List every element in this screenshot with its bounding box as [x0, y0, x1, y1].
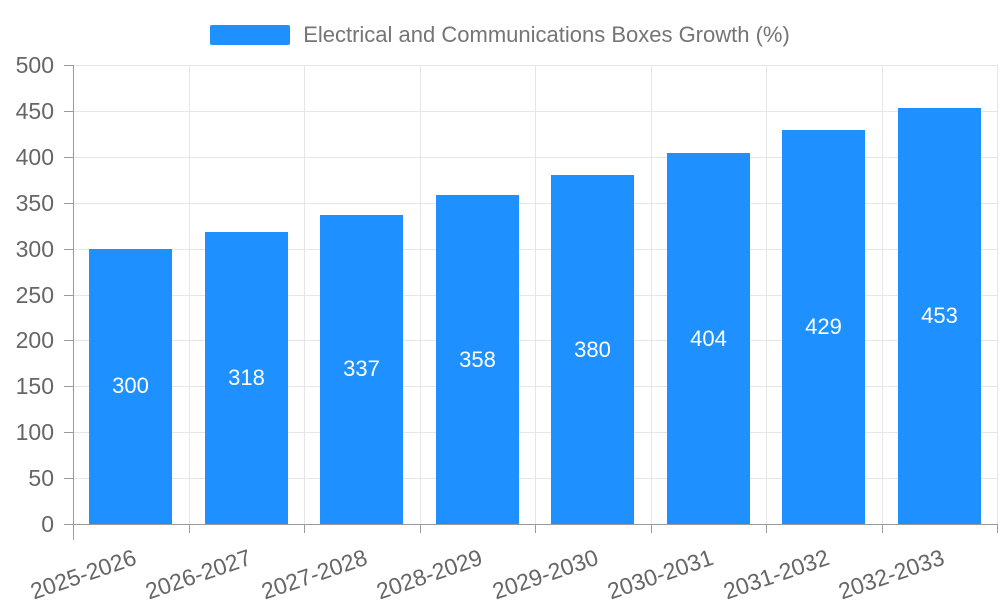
y-axis-label: 450 — [15, 98, 54, 124]
gridline-vertical — [651, 65, 652, 524]
y-tick — [64, 340, 73, 341]
y-axis-label: 50 — [28, 465, 54, 491]
y-tick — [64, 157, 73, 158]
legend-swatch — [210, 25, 291, 45]
y-axis-label: 150 — [15, 373, 54, 399]
bar[interactable] — [782, 130, 865, 524]
bar[interactable] — [205, 232, 288, 524]
bar[interactable] — [898, 108, 981, 524]
x-tick — [766, 524, 767, 533]
gridline-vertical — [766, 65, 767, 524]
legend[interactable]: Electrical and Communications Boxes Grow… — [0, 22, 1000, 48]
x-axis-label: 2029-2030 — [488, 544, 602, 604]
y-axis-label: 250 — [15, 282, 54, 308]
x-axis-label: 2027-2028 — [257, 544, 371, 604]
bar-value-label: 429 — [805, 314, 842, 339]
y-tick — [64, 478, 73, 479]
y-axis-label: 200 — [15, 327, 54, 353]
x-axis-label: 2032-2033 — [834, 544, 948, 604]
y-tick — [64, 249, 73, 250]
gridline-vertical — [420, 65, 421, 524]
y-tick — [64, 203, 73, 204]
bar-value-label: 337 — [343, 356, 380, 381]
x-axis-label: 2031-2032 — [719, 544, 833, 604]
y-tick — [64, 524, 73, 525]
bar[interactable] — [320, 215, 403, 524]
x-tick — [73, 524, 74, 533]
bar-value-label: 300 — [112, 373, 149, 398]
x-axis-label: 2026-2027 — [141, 544, 255, 604]
y-tick — [64, 432, 73, 433]
bar[interactable] — [89, 249, 172, 524]
bar-value-label: 404 — [690, 326, 727, 351]
x-axis-label: 2028-2029 — [372, 544, 486, 604]
bar[interactable] — [667, 153, 750, 524]
gridline-vertical — [535, 65, 536, 524]
x-tick — [651, 524, 652, 533]
y-tick — [64, 111, 73, 112]
x-tick — [189, 524, 190, 533]
bar-value-label: 358 — [459, 347, 496, 372]
bar-value-label: 318 — [228, 365, 265, 390]
x-tick — [882, 524, 883, 533]
legend-label: Electrical and Communications Boxes Grow… — [303, 22, 790, 47]
x-tick — [420, 524, 421, 533]
bar[interactable] — [551, 175, 634, 524]
y-tick — [64, 386, 73, 387]
bar-value-label: 380 — [574, 337, 611, 362]
y-axis-line — [73, 65, 74, 540]
y-axis-label: 400 — [15, 144, 54, 170]
y-axis-label: 350 — [15, 190, 54, 216]
gridline-vertical — [882, 65, 883, 524]
bar[interactable] — [436, 195, 519, 524]
x-axis-label: 2025-2026 — [26, 544, 140, 604]
gridline-vertical — [304, 65, 305, 524]
bar-value-label: 453 — [921, 303, 958, 328]
y-axis-label: 500 — [15, 52, 54, 78]
y-axis-label: 100 — [15, 419, 54, 445]
y-axis-label: 300 — [15, 236, 54, 262]
y-axis-label: 0 — [41, 511, 54, 537]
x-axis-label: 2030-2031 — [603, 544, 717, 604]
x-tick — [997, 524, 998, 533]
gridline-vertical — [997, 65, 998, 524]
x-tick — [535, 524, 536, 533]
y-tick — [64, 65, 73, 66]
gridline-vertical — [189, 65, 190, 524]
x-tick — [304, 524, 305, 533]
y-tick — [64, 295, 73, 296]
